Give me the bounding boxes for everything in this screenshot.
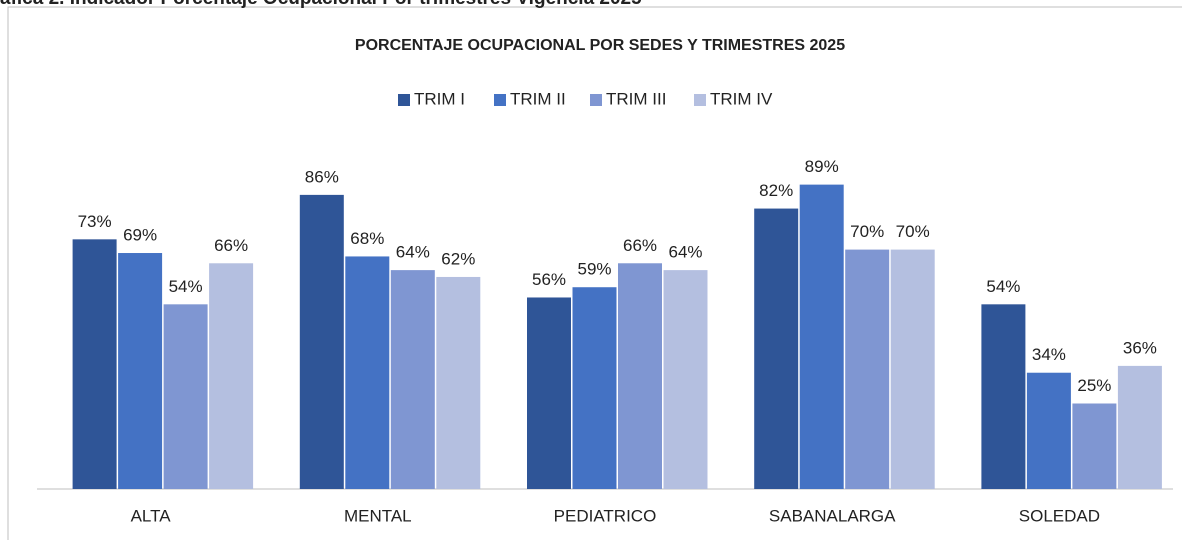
bar bbox=[1026, 372, 1071, 489]
legend-swatch bbox=[590, 94, 602, 106]
bar bbox=[118, 253, 163, 489]
data-label: 66% bbox=[623, 236, 657, 255]
bar bbox=[1117, 365, 1162, 489]
legend-label: TRIM II bbox=[510, 89, 566, 108]
x-tick-label: PEDIATRICO bbox=[554, 506, 657, 525]
chart-title: PORCENTAJE OCUPACIONAL POR SEDES Y TRIME… bbox=[355, 37, 845, 54]
bar bbox=[845, 249, 890, 489]
data-label: 86% bbox=[305, 167, 339, 186]
caption: áfica 2. Indicador Porcentaje Ocupaciona… bbox=[0, 0, 642, 9]
bar bbox=[799, 184, 844, 489]
bar bbox=[663, 270, 708, 489]
data-label: 70% bbox=[850, 222, 884, 241]
x-tick-label: MENTAL bbox=[344, 506, 412, 525]
legend-swatch bbox=[694, 94, 706, 106]
data-label: 59% bbox=[577, 260, 611, 279]
bar bbox=[390, 270, 435, 489]
x-tick-label: SABANALARGA bbox=[769, 506, 896, 525]
legend-label: TRIM I bbox=[414, 89, 465, 108]
data-label: 89% bbox=[805, 157, 839, 176]
data-label: 70% bbox=[896, 222, 930, 241]
legend-label: TRIM IV bbox=[710, 89, 773, 108]
data-label: 36% bbox=[1123, 338, 1157, 357]
bar bbox=[209, 263, 254, 489]
bar bbox=[981, 304, 1026, 489]
bar bbox=[618, 263, 662, 489]
bar bbox=[890, 249, 935, 489]
bar bbox=[436, 276, 481, 489]
data-label: 56% bbox=[532, 270, 566, 289]
bar bbox=[754, 208, 799, 489]
data-label: 69% bbox=[123, 226, 157, 245]
data-label: 68% bbox=[350, 229, 384, 248]
bar bbox=[72, 239, 117, 489]
data-label: 73% bbox=[78, 212, 112, 231]
data-label: 34% bbox=[1032, 345, 1066, 364]
data-label: 25% bbox=[1077, 376, 1111, 395]
data-label: 54% bbox=[986, 277, 1020, 296]
bar bbox=[572, 287, 617, 489]
bar bbox=[527, 297, 571, 489]
data-label: 64% bbox=[396, 243, 430, 262]
bar bbox=[299, 194, 344, 489]
legend-swatch bbox=[398, 94, 410, 106]
bar bbox=[1072, 403, 1117, 489]
bar bbox=[163, 304, 208, 489]
data-label: 82% bbox=[759, 181, 793, 200]
legend-swatch bbox=[494, 94, 506, 106]
data-label: 66% bbox=[214, 236, 248, 255]
x-tick-label: SOLEDAD bbox=[1019, 506, 1100, 525]
bar bbox=[345, 256, 390, 489]
legend-label: TRIM III bbox=[606, 89, 666, 108]
data-label: 62% bbox=[441, 249, 475, 268]
x-tick-label: ALTA bbox=[131, 506, 172, 525]
data-label: 54% bbox=[169, 277, 203, 296]
data-label: 64% bbox=[668, 243, 702, 262]
